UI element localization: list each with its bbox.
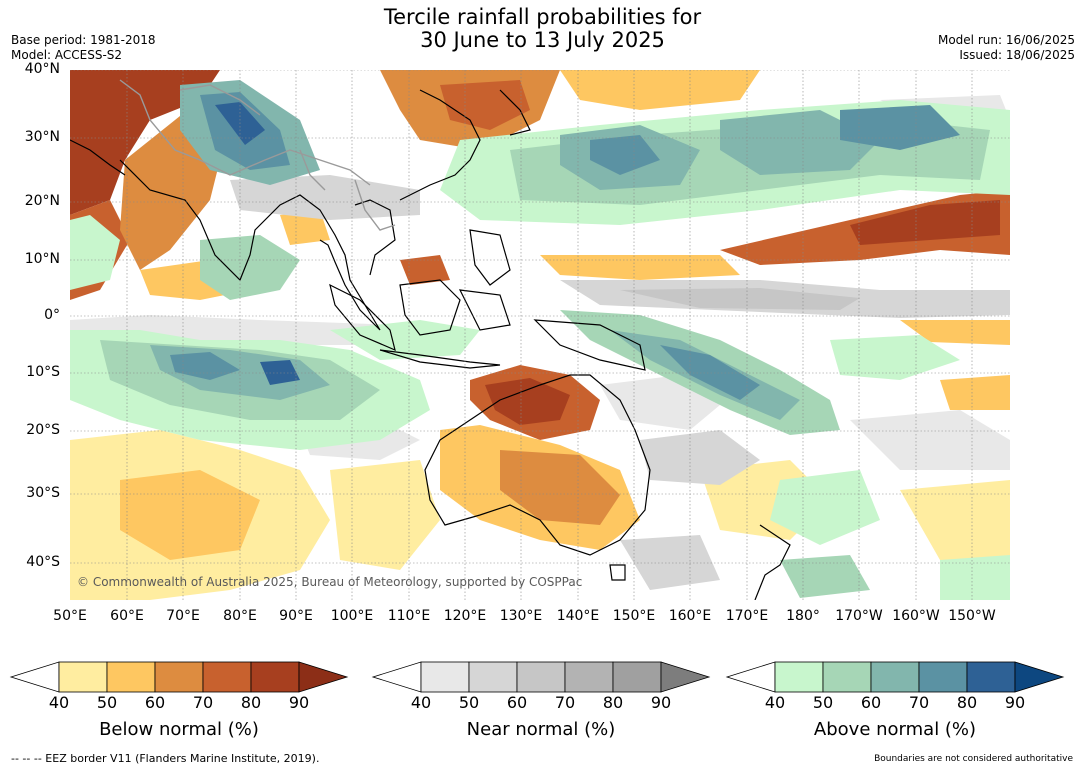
lon-label-80e: 80°E: [223, 608, 257, 624]
lon-label-150w: 150°W: [948, 608, 996, 624]
lon-label-180: 180°: [786, 608, 820, 624]
lon-label-110e: 110°E: [387, 608, 431, 624]
coastlines: [70, 89, 791, 600]
lat-label-40s: 40°S: [26, 554, 60, 570]
below-tick-50: 50: [96, 693, 118, 712]
above-normal-title: Above normal (%): [813, 719, 977, 740]
lon-label-140e: 140°E: [556, 608, 600, 624]
lon-label-160w: 160°W: [892, 608, 940, 624]
near-normal-regions: [70, 95, 1010, 590]
below-tick-70: 70: [192, 693, 214, 712]
probability-map: [70, 70, 1010, 600]
near-tick-90: 90: [650, 693, 672, 712]
near-tick-70: 70: [554, 693, 576, 712]
boundaries-disclaimer: Boundaries are not considered authoritat…: [874, 754, 1073, 764]
meta-right: Model run: 16/06/2025 Issued: 18/06/2025: [938, 33, 1075, 63]
above-tick-60: 60: [860, 693, 882, 712]
below-tick-40: 40: [48, 693, 70, 712]
colorbar-strip: [9, 661, 1065, 693]
above-tick-40: 40: [764, 693, 786, 712]
lat-label-40n: 40°N: [24, 61, 60, 77]
lat-label-0: 0°: [44, 307, 60, 323]
copyright-notice: © Commonwealth of Australia 2025, Bureau…: [77, 575, 583, 589]
below-tick-90: 90: [288, 693, 310, 712]
lat-label-10s: 10°S: [26, 364, 60, 380]
below-tick-60: 60: [144, 693, 166, 712]
model-run: Model run: 16/06/2025: [937, 33, 1075, 47]
below-normal-title: Below normal (%): [99, 719, 259, 740]
lon-label-170e: 170°E: [725, 608, 769, 624]
lon-label-170w: 170°W: [835, 608, 883, 624]
map-plot-area: [70, 70, 1010, 600]
lat-label-10n: 10°N: [24, 251, 60, 267]
near-tick-50: 50: [458, 693, 480, 712]
above-tick-80: 80: [956, 693, 978, 712]
lat-label-30n: 30°N: [24, 129, 60, 145]
lon-label-60e: 60°E: [110, 608, 144, 624]
colorbar-below-low-arrow: [9, 661, 60, 693]
colorbar-near-normal: [371, 661, 711, 693]
eez-note: -- -- -- EEZ border V11 (Flanders Marine…: [11, 752, 320, 765]
lon-label-150e: 150°E: [612, 608, 656, 624]
lat-label-20s: 20°S: [26, 422, 60, 438]
lat-label-30s: 30°S: [26, 485, 60, 501]
issued-date: Issued: 18/06/2025: [959, 48, 1075, 62]
map-title-line-1: Tercile rainfall probabilities for: [383, 5, 702, 29]
near-normal-title: Near normal (%): [466, 719, 616, 740]
above-tick-90: 90: [1004, 693, 1026, 712]
above-tick-50: 50: [812, 693, 834, 712]
above-tick-70: 70: [908, 693, 930, 712]
lon-label-50e: 50°E: [53, 608, 87, 624]
base-period: Base period: 1981-2018: [11, 33, 156, 47]
lon-label-130e: 130°E: [499, 608, 543, 624]
colorbar-above-normal: [725, 661, 1065, 693]
below-tick-80: 80: [240, 693, 262, 712]
lon-label-90e: 90°E: [279, 608, 313, 624]
lat-label-20n: 20°N: [24, 193, 60, 209]
near-tick-40: 40: [410, 693, 432, 712]
lon-label-70e: 70°E: [166, 608, 200, 624]
lon-label-100e: 100°E: [330, 608, 374, 624]
below-normal-regions: [70, 70, 1010, 600]
country-borders: [119, 79, 396, 231]
lon-label-160e: 160°E: [668, 608, 712, 624]
meta-left: Base period: 1981-2018 Model: ACCESS-S2: [11, 33, 156, 63]
near-tick-80: 80: [602, 693, 624, 712]
model-name: Model: ACCESS-S2: [11, 48, 123, 62]
lon-label-120e: 120°E: [443, 608, 487, 624]
near-tick-60: 60: [506, 693, 528, 712]
colorbar-below-normal: [9, 661, 349, 693]
gridlines: [70, 70, 1010, 600]
map-title-line-2: 30 June to 13 July 2025: [420, 28, 665, 52]
